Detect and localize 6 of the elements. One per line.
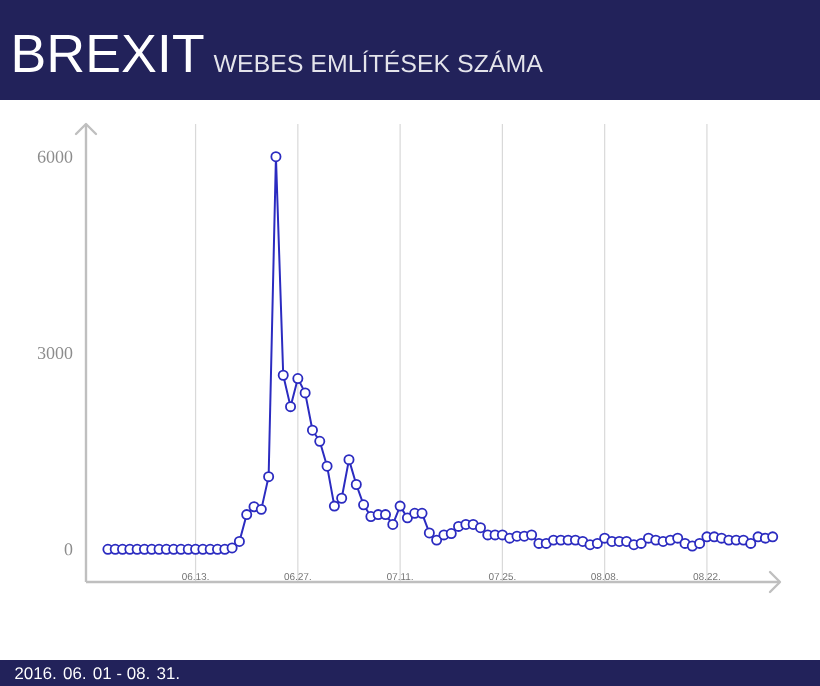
y-tick-label: 3000: [37, 346, 73, 360]
y-tick-label: 0: [64, 543, 73, 556]
text: 2016. 06. 01 - 08. 31.: [15, 667, 179, 680]
chart-title: BREXIT: [14, 34, 204, 72]
chart-subtitle: WEBES EMLÍTÉSEK SZÁMA: [213, 50, 543, 73]
y-tick-label: 6000: [37, 150, 73, 163]
